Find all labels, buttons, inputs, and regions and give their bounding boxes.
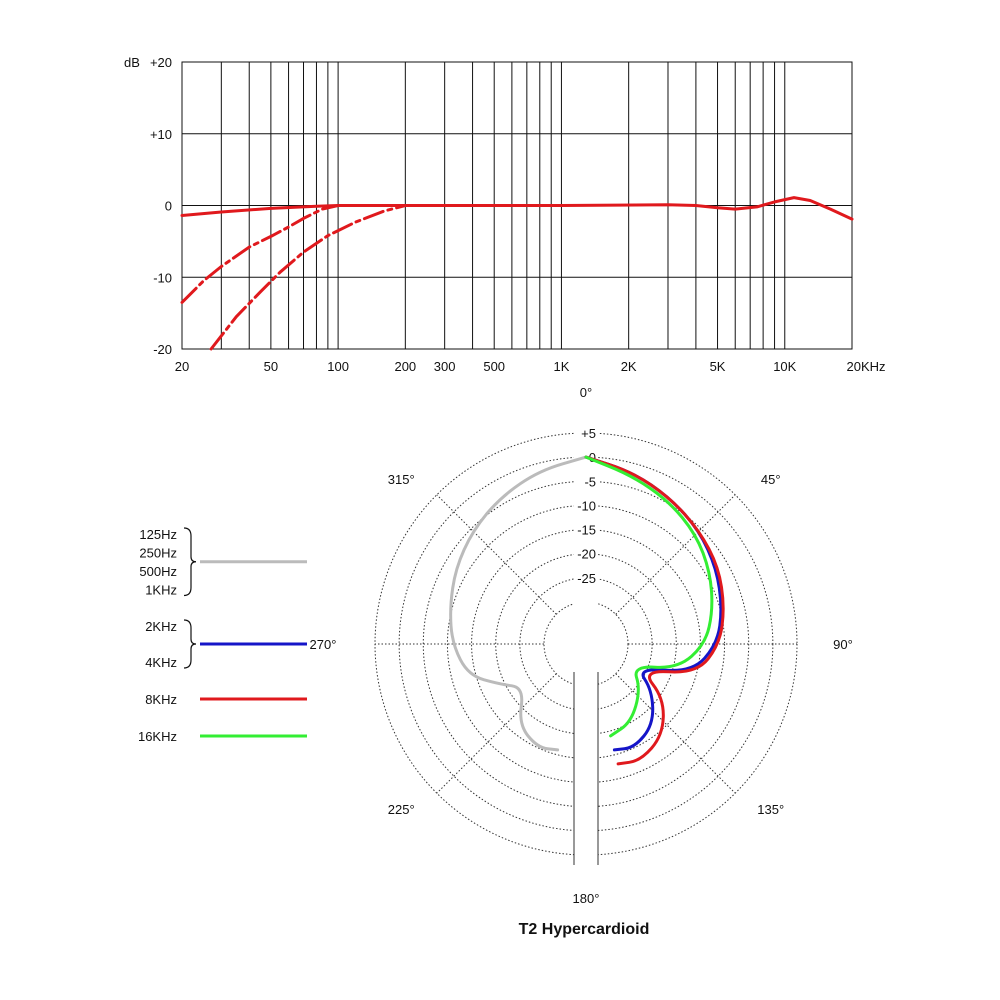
polar-grid-ring	[519, 577, 653, 711]
freq-x-tick-label: 50	[264, 359, 278, 374]
polar-legend: 125Hz 250Hz 500Hz 1KHz 2KHz 4KHz 8KHz 16KHz	[138, 527, 307, 744]
legend-label: 8KHz	[145, 692, 177, 707]
polar-angle-label: 225°	[388, 802, 415, 817]
polar-angle-label: 45°	[761, 472, 781, 487]
polar-radial-tick-label: -25	[577, 571, 596, 586]
freq-x-tick-label: 10K	[773, 359, 796, 374]
freq-plot-frame	[181, 61, 853, 350]
freq-x-tick-label: 20KHz	[846, 359, 885, 374]
polar-pattern-chart: +50-5-10-15-20-250°45°90°135°180°225°270…	[310, 385, 853, 906]
legend-label: 1KHz	[145, 583, 177, 598]
legend-label: 250Hz	[139, 546, 177, 561]
polar-radial-tick-label: -10	[577, 498, 596, 513]
polar-grid-ring	[422, 480, 750, 808]
polar-grid-spoke	[436, 494, 557, 615]
freq-x-tick-label: 500	[483, 359, 505, 374]
freq-series-line-1	[180, 204, 340, 304]
polar-radial-tick-label: -5	[584, 474, 596, 489]
polar-bottom-band	[574, 672, 598, 873]
freq-y-tick-label: 0	[165, 199, 172, 214]
freq-x-tick-label: 300	[434, 359, 456, 374]
freq-x-tick-label: 2K	[621, 359, 637, 374]
freq-series-line-0	[180, 196, 854, 221]
frequency-response-chart: +20 +10 0 -10 -20 dB 20 50 100 200 300 500 1K 2K 5K 10K…	[124, 55, 886, 374]
polar-series-line-2	[584, 455, 725, 766]
freq-x-tick-label: 100	[327, 359, 349, 374]
legend-label: 16KHz	[138, 729, 177, 744]
polar-angle-label: 315°	[388, 472, 415, 487]
polar-radial-tick-label: -20	[577, 547, 596, 562]
freq-y-tick-label: +10	[150, 127, 172, 142]
freq-y-tick-label: -20	[153, 342, 172, 357]
freq-series-line-2	[209, 204, 407, 351]
polar-series-line-0	[449, 455, 588, 752]
freq-x-tick-label: 20	[175, 359, 189, 374]
polar-series-line-3	[584, 455, 714, 738]
polar-angle-label: 180°	[573, 891, 600, 906]
legend-label: 125Hz	[139, 527, 177, 542]
polar-grid-spoke	[615, 673, 736, 794]
polar-angle-label: 135°	[757, 802, 784, 817]
legend-label: 500Hz	[139, 564, 177, 579]
freq-y-unit-label: dB	[124, 55, 140, 70]
polar-series-line-1	[584, 455, 723, 752]
polar-angle-label: 0°	[580, 385, 592, 400]
polar-angle-label: 270°	[310, 637, 337, 652]
legend-brace	[183, 619, 197, 669]
polar-angle-label: 90°	[833, 637, 853, 652]
legend-label: 2KHz	[145, 619, 177, 634]
freq-x-tick-label: 1K	[553, 359, 569, 374]
polar-grid-spoke	[436, 673, 557, 794]
freq-x-tick-label: 5K	[710, 359, 726, 374]
freq-y-tick-label: -10	[153, 270, 172, 285]
polar-title: T2 Hypercardioid	[519, 921, 650, 938]
legend-brace	[183, 527, 197, 597]
freq-x-tick-label: 200	[394, 359, 416, 374]
legend-label: 4KHz	[145, 655, 177, 670]
freq-y-tick-label: +20	[150, 55, 172, 70]
polar-radial-tick-label: -15	[577, 523, 596, 538]
polar-grid-spoke	[615, 494, 736, 615]
polar-radial-tick-label: +5	[581, 426, 596, 441]
